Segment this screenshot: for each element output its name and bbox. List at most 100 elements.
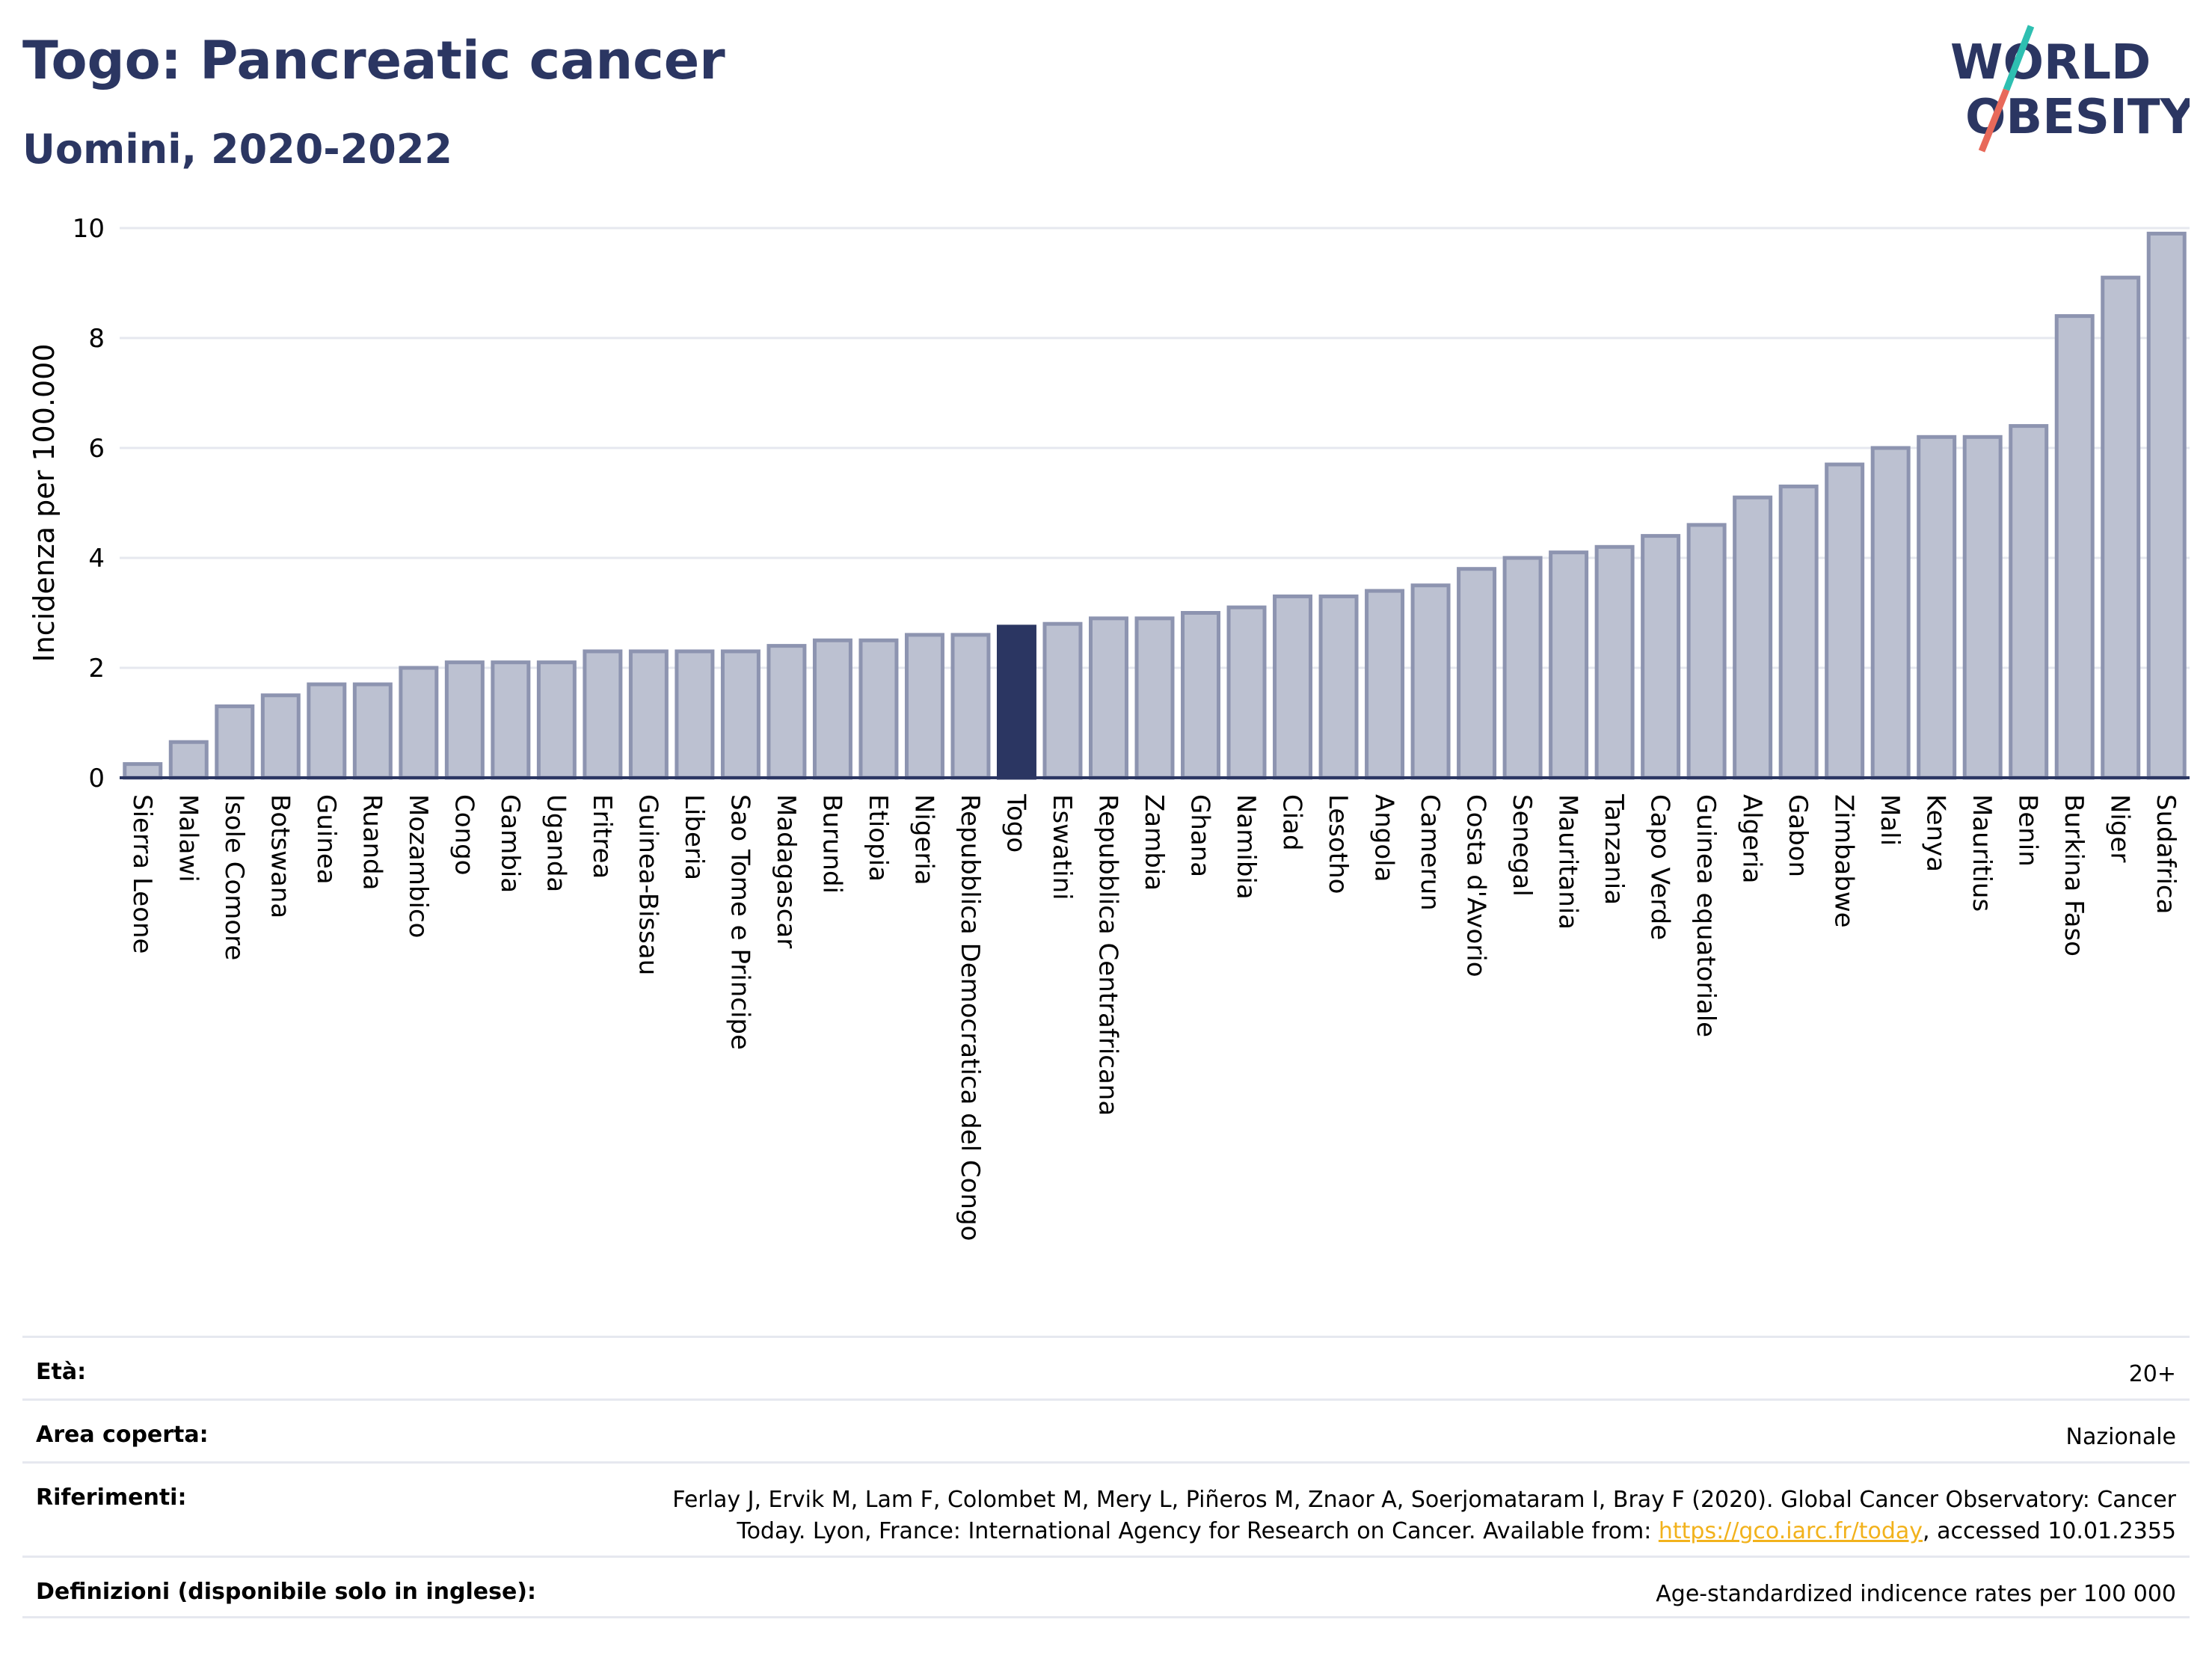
logo-text-line1: WORLD bbox=[1950, 35, 2151, 90]
x-tick-label: Algeria bbox=[1737, 794, 1767, 883]
meta-label: Età: bbox=[36, 1359, 87, 1385]
x-tick-label: Gambia bbox=[495, 794, 525, 893]
y-tick-label: 0 bbox=[88, 764, 105, 793]
bar-chart: 0 2 4 6 8 10 Incidenza per 100.000 Sierra Leone… bbox=[28, 214, 2190, 1241]
bar-etiopia bbox=[858, 638, 899, 780]
x-tick-label: Gabon bbox=[1783, 794, 1813, 877]
y-axis-label: Incidenza per 100.000 bbox=[28, 344, 61, 663]
x-tick-label: Benin bbox=[2013, 794, 2043, 867]
x-tick-label: Senegal bbox=[1507, 794, 1537, 897]
bar-guinea-equatoriale bbox=[1686, 523, 1727, 780]
x-tick-label: Burundi bbox=[817, 794, 847, 894]
x-tick-label: Eritrea bbox=[587, 794, 617, 879]
bar-burkina-faso bbox=[2054, 314, 2095, 780]
x-tick-label: Mauritius bbox=[1967, 794, 1997, 912]
reference-accessed: , accessed 10.01.2355 bbox=[1923, 1518, 2176, 1544]
x-tick-label: Sudafrica bbox=[2151, 794, 2181, 914]
bar-togo bbox=[996, 624, 1036, 780]
world-obesity-logo: WORLD OBESITY bbox=[1935, 22, 2190, 157]
logo-slash-top bbox=[2003, 25, 2035, 91]
bar-repubblica-centrafricana bbox=[1088, 616, 1128, 780]
bar-tanzania bbox=[1594, 544, 1635, 780]
bar-sierra-leone bbox=[123, 762, 163, 780]
bar-mozambico bbox=[399, 666, 439, 780]
meta-row-area: Area coperta: Nazionale bbox=[22, 1398, 2190, 1461]
x-tick-label: Liberia bbox=[679, 794, 709, 880]
x-tick-label: Niger bbox=[2105, 794, 2135, 862]
bar-kenya bbox=[1917, 435, 1957, 780]
y-tick-label: 6 bbox=[88, 434, 105, 464]
x-tick-label: Repubblica Democratica del Congo bbox=[955, 794, 985, 1241]
bar-sudafrica bbox=[2146, 231, 2187, 780]
reference-text: Ferlay J, Ervik M, Lam F, Colombet M, Me… bbox=[672, 1487, 2176, 1544]
x-tick-label: Guinea bbox=[311, 794, 341, 885]
bar-capo-verde bbox=[1641, 534, 1681, 780]
x-tick-label: Mali bbox=[1875, 794, 1905, 846]
x-tick-label: Camerun bbox=[1415, 794, 1445, 911]
x-tick-label: Guinea equatoriale bbox=[1691, 794, 1721, 1037]
x-tick-label: Congo bbox=[449, 794, 479, 875]
bar-sao-tome-e-principe bbox=[720, 649, 761, 780]
bar-zimbabwe bbox=[1825, 462, 1865, 780]
x-tick-label: Costa d'Avorio bbox=[1461, 794, 1491, 977]
x-tick-label: Zambia bbox=[1139, 794, 1169, 891]
x-tick-label: Mozambico bbox=[403, 794, 433, 938]
y-tick-label: 2 bbox=[88, 654, 105, 684]
bar-angola bbox=[1365, 589, 1405, 780]
meta-value: Nazionale bbox=[2065, 1424, 2176, 1450]
bar-eswatini bbox=[1042, 621, 1083, 780]
bar-ciad bbox=[1273, 594, 1313, 780]
bar-burundi bbox=[812, 638, 852, 780]
x-tick-label: Repubblica Centrafricana bbox=[1093, 794, 1122, 1116]
x-tick-label: Tanzania bbox=[1599, 793, 1629, 905]
bar-madagascar bbox=[766, 644, 807, 780]
x-tick-label: Malawi bbox=[173, 794, 203, 882]
bar-liberia bbox=[675, 649, 715, 780]
bar-mali bbox=[1870, 446, 1911, 780]
reference-link[interactable]: https://gco.iarc.fr/today bbox=[1658, 1518, 1923, 1544]
metadata-table: Età: 20+ Area coperta: Nazionale Riferim… bbox=[22, 1336, 2190, 1618]
bar-mauritius bbox=[1962, 435, 2003, 780]
x-tick-label: Botswana bbox=[265, 794, 295, 918]
meta-label: Definizioni (disponibile solo in inglese… bbox=[36, 1579, 536, 1605]
chart-subtitle: Uomini, 2020-2022 bbox=[22, 126, 452, 173]
meta-label: Area coperta: bbox=[36, 1422, 209, 1448]
meta-label: Riferimenti: bbox=[36, 1484, 187, 1511]
bar-algeria bbox=[1733, 495, 1773, 780]
meta-value: Ferlay J, Ervik M, Lam F, Colombet M, Me… bbox=[606, 1484, 2176, 1547]
bar-namibia bbox=[1226, 605, 1267, 780]
bar-uganda bbox=[536, 660, 577, 780]
bar-isole-comore bbox=[215, 704, 255, 780]
x-tick-label: Kenya bbox=[1921, 794, 1951, 872]
bar-nigeria bbox=[904, 633, 944, 780]
x-tick-label: Namibia bbox=[1231, 794, 1261, 900]
bar-repubblica-democratica-del-congo bbox=[950, 633, 991, 780]
x-tick-label: Capo Verde bbox=[1645, 794, 1675, 940]
bar-mauritania bbox=[1549, 550, 1589, 780]
meta-row-references: Riferimenti: Ferlay J, Ervik M, Lam F, C… bbox=[22, 1461, 2190, 1556]
bar-niger bbox=[2101, 275, 2141, 780]
bar-lesotho bbox=[1318, 594, 1359, 780]
y-tick-label: 4 bbox=[88, 544, 105, 574]
bar-congo bbox=[444, 660, 485, 780]
bar-camerun bbox=[1410, 583, 1451, 780]
x-tick-label: Etiopia bbox=[863, 794, 893, 882]
bar-botswana bbox=[260, 693, 301, 780]
bar-guinea-bissau bbox=[628, 649, 669, 780]
meta-row-definitions: Definizioni (disponibile solo in inglese… bbox=[22, 1556, 2190, 1618]
x-tick-label: Ciad bbox=[1277, 794, 1307, 851]
x-tick-label: Lesotho bbox=[1323, 794, 1353, 894]
x-tick-label: Burkina Faso bbox=[2059, 794, 2089, 957]
meta-value: Age-standardized indicence rates per 100… bbox=[1656, 1581, 2176, 1607]
x-tick-label: Eswatini bbox=[1047, 794, 1077, 900]
bar-eritrea bbox=[583, 649, 623, 780]
bar-malawi bbox=[168, 740, 209, 780]
meta-row-age: Età: 20+ bbox=[22, 1336, 2190, 1398]
x-tick-label: Sierra Leone bbox=[127, 794, 157, 954]
bar-senegal bbox=[1502, 556, 1543, 780]
x-tick-label: Madagascar bbox=[771, 794, 801, 948]
x-tick-label: Ghana bbox=[1185, 794, 1215, 877]
meta-value: 20+ bbox=[2128, 1361, 2176, 1387]
bar-ruanda bbox=[352, 682, 393, 780]
bar-gabon bbox=[1778, 484, 1819, 780]
